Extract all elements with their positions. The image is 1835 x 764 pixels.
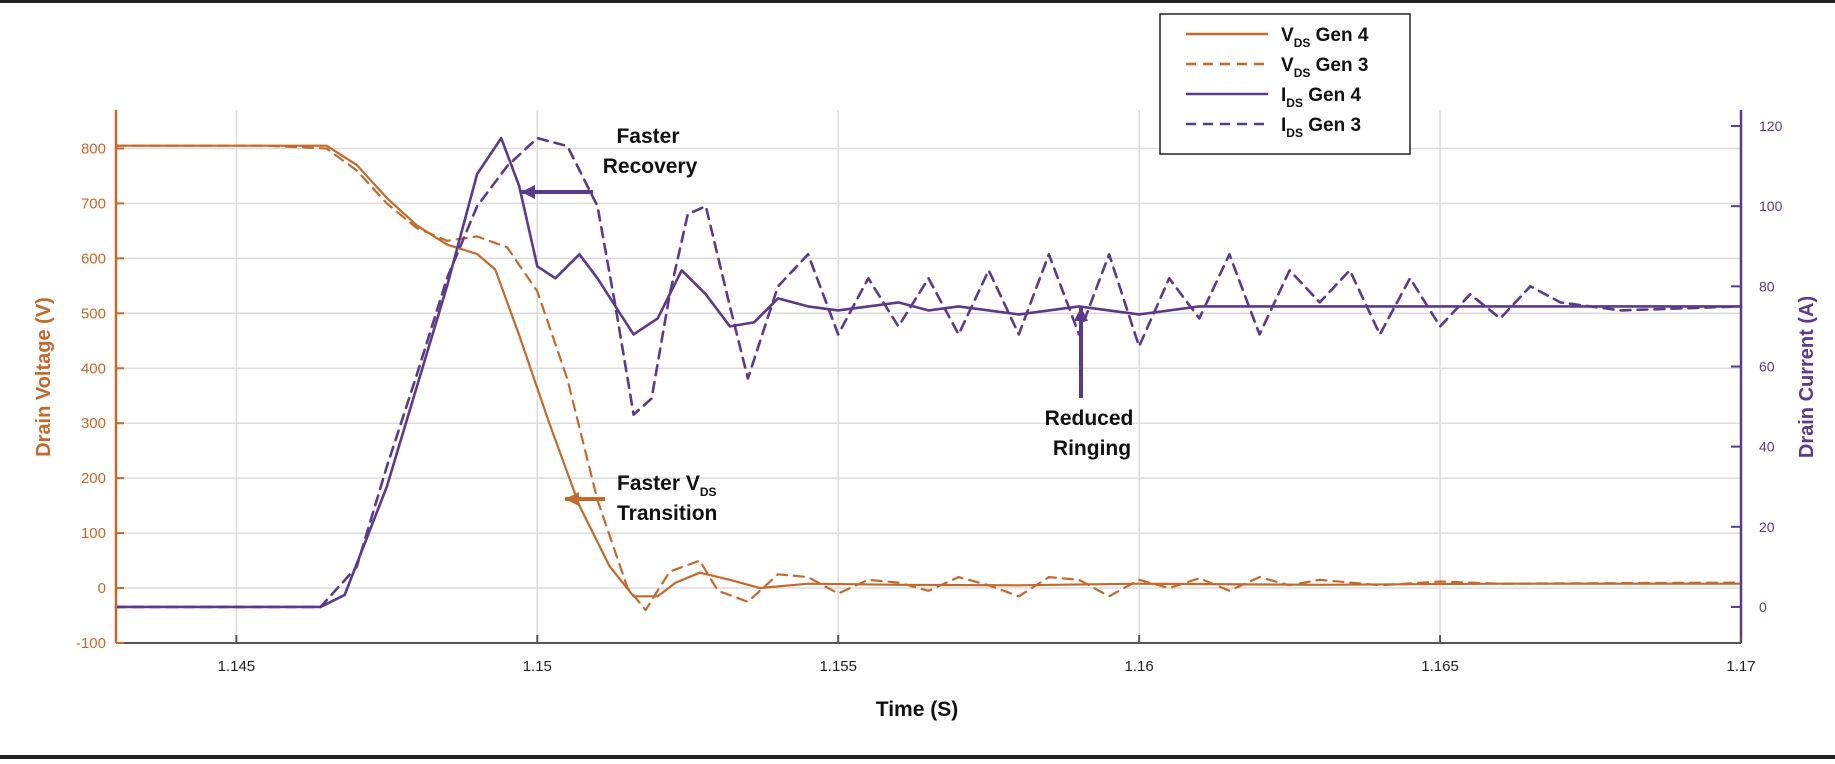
grid-lines bbox=[116, 110, 1742, 644]
series-lines bbox=[114, 136, 1743, 612]
legend-label-sub: DS bbox=[1294, 36, 1311, 50]
y-left-tick-label: 500 bbox=[81, 305, 106, 322]
series-line-1 bbox=[114, 144, 1743, 612]
annotations: Faster Recovery Faster VDS Transition Reduce… bbox=[521, 125, 1133, 525]
x-tick-label: 1.17 bbox=[1726, 658, 1755, 675]
annotation-faster-recovery-line2: Recovery bbox=[603, 155, 698, 178]
legend-label-3: IDS Gen 3 bbox=[1281, 115, 1361, 140]
annotation-faster-recovery-arrow-head bbox=[521, 185, 535, 199]
top-border bbox=[0, 0, 1835, 3]
x-tick-label: 1.155 bbox=[819, 658, 857, 675]
bottom-border bbox=[0, 755, 1835, 759]
legend-label-sub: DS bbox=[1286, 126, 1303, 140]
x-tick-label: 1.15 bbox=[523, 658, 552, 675]
y-right-axis-title: Drain Current (A) bbox=[1796, 296, 1818, 458]
annotation-reduced-ringing-line2: Ringing bbox=[1053, 437, 1131, 460]
legend-label-main: I bbox=[1281, 85, 1286, 106]
legend-label-1: VDS Gen 3 bbox=[1281, 55, 1368, 80]
x-tick-label: 1.16 bbox=[1125, 658, 1154, 675]
annotation-faster-vds-line1: Faster VDS bbox=[617, 472, 717, 499]
legend-label-tail: Gen 3 bbox=[1303, 115, 1361, 136]
y-right-tick-label: 0 bbox=[1759, 599, 1767, 615]
series-line-2 bbox=[114, 136, 1743, 609]
tick-labels: -100 0 100 200 300 400 500 600 700 800 0 20 40 60 80 10… bbox=[33, 118, 1818, 721]
legend-label-sub: DS bbox=[1294, 66, 1311, 80]
y-right-tick-label: 80 bbox=[1759, 278, 1775, 294]
y-left-tick-label: 300 bbox=[81, 415, 106, 432]
y-right-tick-label: 40 bbox=[1759, 439, 1775, 455]
y-right-tick-label: 100 bbox=[1759, 198, 1783, 214]
y-right-tick-label: 20 bbox=[1759, 519, 1775, 535]
legend-label-2: IDS Gen 4 bbox=[1281, 85, 1361, 110]
legend-label-main: V bbox=[1281, 55, 1294, 76]
y-left-axis-title: Drain Voltage (V) bbox=[33, 297, 55, 457]
legend-label-main: V bbox=[1281, 25, 1294, 46]
x-tick-label: 1.145 bbox=[218, 658, 256, 675]
y-left-tick-label: 600 bbox=[81, 250, 106, 267]
annotation-faster-recovery-line1: Faster bbox=[616, 125, 679, 148]
y-left-tick-label: 100 bbox=[81, 525, 106, 542]
y-left-tick-label: 700 bbox=[81, 195, 106, 212]
x-axis-title: Time (S) bbox=[876, 698, 958, 721]
y-right-tick-label: 120 bbox=[1759, 118, 1783, 134]
legend-label-sub: DS bbox=[1286, 96, 1303, 110]
legend-label-0: VDS Gen 4 bbox=[1281, 25, 1369, 50]
series-line-3 bbox=[114, 136, 1743, 609]
x-tick-label: 1.165 bbox=[1421, 658, 1459, 675]
y-left-tick-label: 800 bbox=[81, 140, 106, 157]
legend-box bbox=[1159, 13, 1411, 155]
annotation-reduced-ringing-arrow-head bbox=[1074, 307, 1088, 321]
annotation-faster-vds-line2: Transition bbox=[617, 502, 717, 525]
legend-label-tail: Gen 4 bbox=[1303, 85, 1362, 106]
annotation-faster-vds-sub: DS bbox=[700, 485, 717, 499]
y-left-tick-label: -100 bbox=[76, 635, 106, 652]
annotation-reduced-ringing-line1: Reduced bbox=[1045, 407, 1134, 430]
legend-label-tail: Gen 3 bbox=[1310, 55, 1368, 76]
y-left-tick-label: 400 bbox=[81, 360, 106, 377]
legend-label-tail: Gen 4 bbox=[1310, 25, 1369, 46]
y-right-tick-label: 60 bbox=[1759, 358, 1775, 374]
legend-label-main: I bbox=[1281, 115, 1286, 136]
series-line-0 bbox=[114, 144, 1743, 598]
axes bbox=[114, 110, 1743, 644]
y-left-tick-label: 0 bbox=[98, 580, 106, 597]
annotation-faster-vds-main: Faster V bbox=[617, 472, 700, 495]
y-left-tick-label: 200 bbox=[81, 470, 106, 487]
annotation-faster-vds-arrow-head bbox=[565, 492, 579, 506]
